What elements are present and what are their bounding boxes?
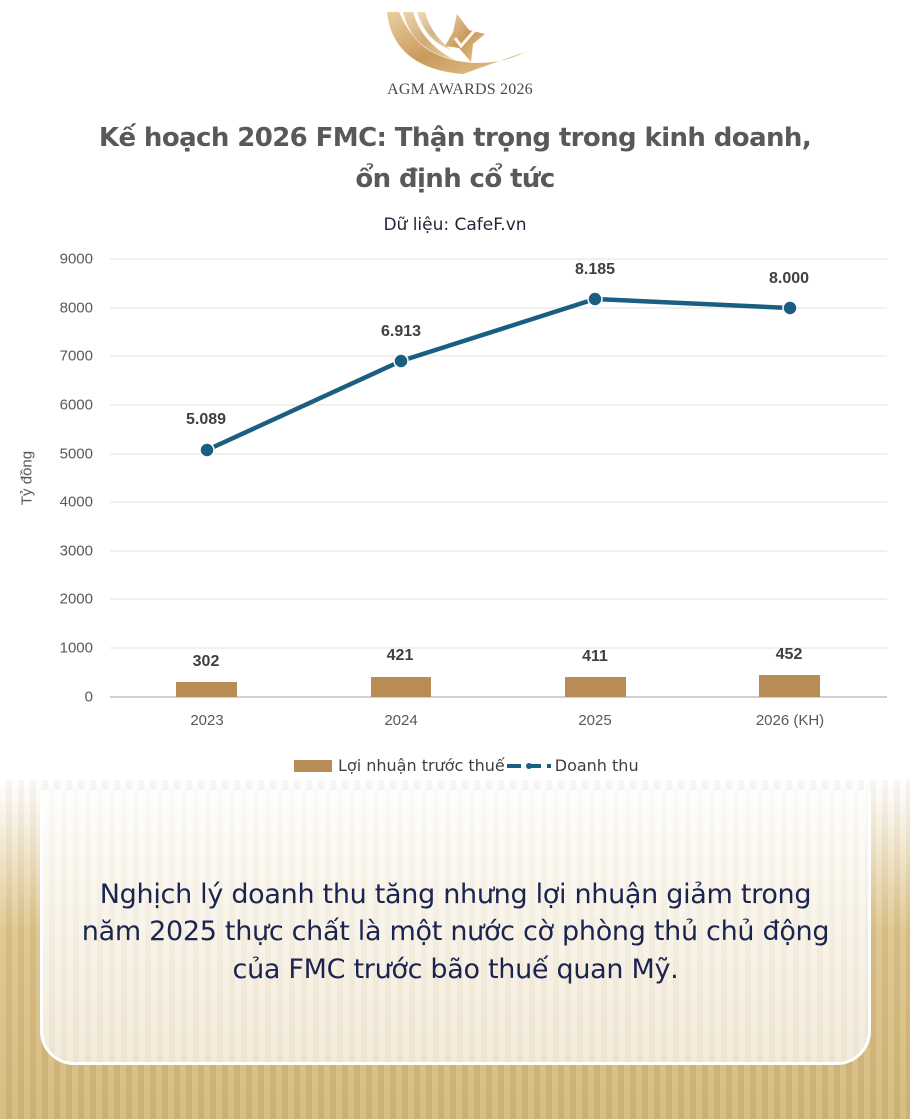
x-tick: 2023 xyxy=(190,712,224,729)
y-tick: 6000 xyxy=(59,396,93,414)
logo-emblem-icon xyxy=(387,12,525,74)
point-2023 xyxy=(199,442,215,458)
bar-2024 xyxy=(371,677,431,697)
point-2026 xyxy=(782,300,798,316)
y-tick: 5000 xyxy=(59,445,93,463)
x-tick: 2026 (KH) xyxy=(755,712,825,729)
y-tick: 1000 xyxy=(59,639,93,657)
y-tick: 8000 xyxy=(59,299,93,317)
title-line-2: ổn định cổ tức xyxy=(355,164,555,194)
chart-legend: Lợi nhuận trước thuế Doanh thu xyxy=(294,756,639,775)
point-2025 xyxy=(587,291,603,307)
insight-text: Nghịch lý doanh thu tăng nhưng lợi nhuận… xyxy=(81,879,830,985)
title-line-1: Kế hoạch 2026 FMC: Thận trọng trong kinh… xyxy=(98,123,812,153)
y-tick: 4000 xyxy=(59,493,93,511)
y-tick: 9000 xyxy=(59,250,93,268)
logo-text: AGM AWARDS 2026 xyxy=(387,81,533,98)
line-label: 5.089 xyxy=(185,411,227,428)
line-label: 8.000 xyxy=(768,270,810,287)
x-tick: 2025 xyxy=(578,712,612,729)
y-tick: 0 xyxy=(84,688,93,706)
data-source: Dữ liệu: CafeF.vn xyxy=(383,215,527,235)
combo-chart xyxy=(110,258,887,698)
legend-item-revenue: Doanh thu xyxy=(554,756,639,775)
bar-2023 xyxy=(176,682,237,697)
gridlines xyxy=(110,258,887,698)
y-tick: 2000 xyxy=(59,590,93,608)
y-tick: 7000 xyxy=(59,347,93,365)
bar-label: 411 xyxy=(582,648,608,665)
legend-item-profit: Lợi nhuận trước thuế xyxy=(338,756,505,775)
point-2024 xyxy=(393,353,409,369)
bar-label: 302 xyxy=(192,653,220,670)
bar-2025 xyxy=(565,677,626,697)
line-label: 6.913 xyxy=(380,323,422,340)
line-marker-swatch-icon xyxy=(505,760,553,772)
profit-bars xyxy=(176,675,820,697)
page-title: Kế hoạch 2026 FMC: Thận trọng trong kinh… xyxy=(60,118,850,200)
bar-label: 452 xyxy=(775,646,803,663)
revenue-line xyxy=(199,291,798,458)
insight-card: Nghịch lý doanh thu tăng nhưng lợi nhuận… xyxy=(40,790,871,1065)
line-label: 8.185 xyxy=(574,261,616,278)
agm-awards-logo: AGM AWARDS 2026 xyxy=(375,8,545,103)
bar-label: 421 xyxy=(386,647,414,664)
x-tick: 2024 xyxy=(384,712,418,729)
y-tick: 3000 xyxy=(59,542,93,560)
bar-swatch-icon xyxy=(294,759,332,772)
y-axis-label: Tỷ đồng xyxy=(18,450,36,506)
bar-2026 xyxy=(759,675,820,697)
